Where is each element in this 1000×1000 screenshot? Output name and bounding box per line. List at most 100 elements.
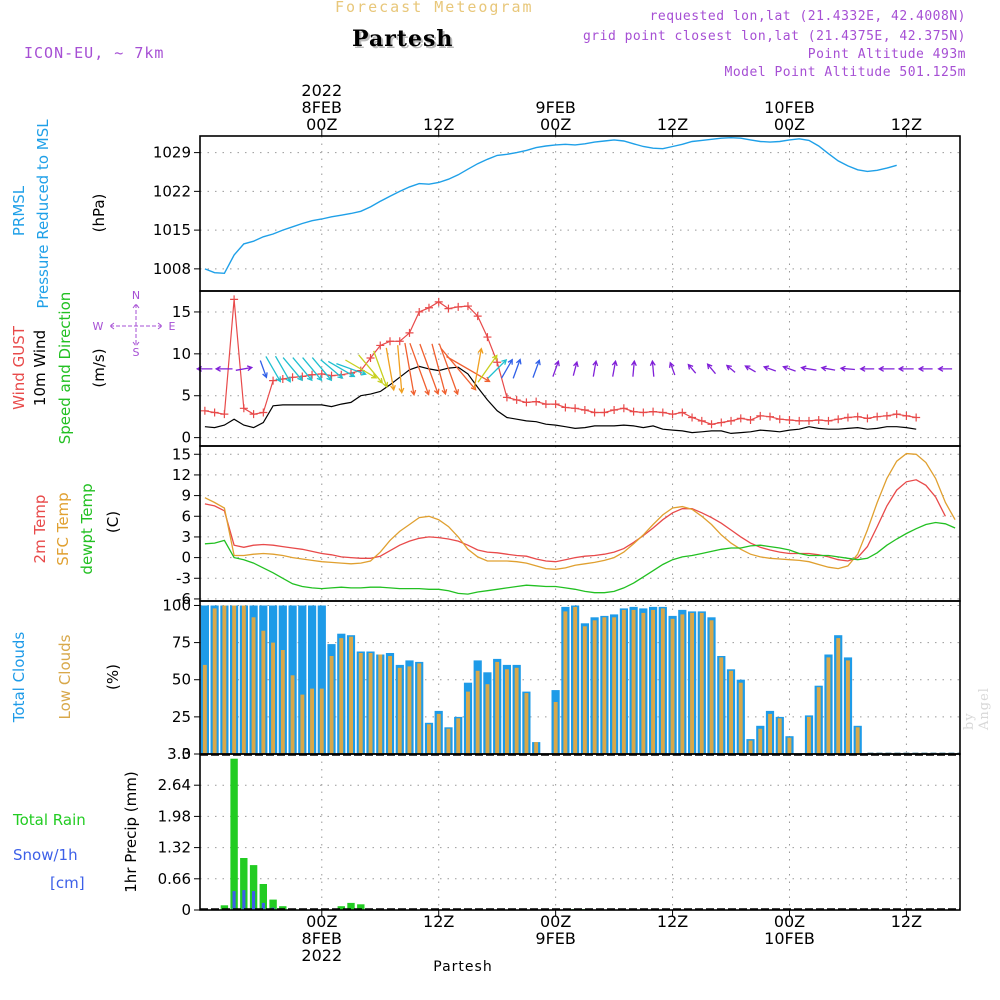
rain-bar <box>259 884 267 910</box>
precip-ytick-label: 0.66 <box>158 870 191 888</box>
wind-direction-arrow <box>725 364 736 373</box>
wind-direction-arrow <box>409 342 430 396</box>
precip-ytick-label: 2.64 <box>158 776 191 794</box>
clouds-ytick-label: 50 <box>172 671 191 689</box>
wind-gust-point <box>649 407 658 416</box>
wind-direction-arrow <box>572 360 579 376</box>
wind-direction-arrow <box>706 363 716 375</box>
wind-gust-point <box>220 410 229 419</box>
low-clouds-bar <box>241 605 246 754</box>
rain-bar <box>249 865 258 910</box>
precip-ytick-label: 3.3 <box>167 745 191 763</box>
wind-direction-arrow <box>877 365 895 372</box>
temp-sfc-label: SFC Temp <box>54 492 72 565</box>
x-bottom-label: 12Z <box>423 912 454 931</box>
wind-direction-arrow <box>265 356 281 383</box>
snow-bar <box>252 891 256 910</box>
precip-ytick-label: 1.32 <box>158 839 191 857</box>
wind-gust-point <box>493 358 502 367</box>
wind-gust-point <box>259 408 268 417</box>
total-clouds-label: Total Clouds <box>10 632 28 724</box>
wind-direction-arrow <box>800 365 817 372</box>
wind-direction-arrow <box>687 363 697 374</box>
low-clouds-bar <box>602 617 607 754</box>
wind-gust-point <box>483 333 492 342</box>
wind-gust-point <box>600 408 609 417</box>
wind-gust-point <box>580 405 589 414</box>
pressure-ytick-label: 1008 <box>153 260 191 278</box>
model-name: ICON-EU, ~ 7km <box>24 44 165 62</box>
low-clouds-bar <box>846 660 850 754</box>
wind-gust-point <box>590 408 599 417</box>
low-clouds-bar <box>349 636 353 754</box>
wind-direction-arrow <box>917 365 933 372</box>
x-top-label: 9FEB <box>535 98 575 117</box>
wind-gust-point <box>629 407 638 416</box>
wind-gust-point <box>502 393 511 402</box>
low-clouds-bar <box>573 606 578 754</box>
wind-gust-point <box>386 337 394 346</box>
wind-speed-dir-label: Speed and Direction <box>56 292 74 445</box>
precip-panel-frame <box>199 753 961 911</box>
wind-direction-arrow <box>320 359 344 379</box>
closest-grid-point: grid point closest lon,lat (21.4375E, 42… <box>582 29 966 44</box>
x-bottom-label: 12Z <box>891 912 922 931</box>
wind-gust-point <box>707 420 716 429</box>
wind-direction-arrow <box>385 347 396 392</box>
meteogram-subtitle: Forecast Meteogram <box>335 0 534 16</box>
wind-direction-arrow <box>373 350 389 389</box>
wind-gust-point <box>834 415 843 424</box>
low-clouds-label: Low Clouds <box>56 634 74 719</box>
wind-gust-point <box>873 412 882 421</box>
temp-dewpt-label: dewpt Temp <box>78 483 96 574</box>
wind-direction-arrow <box>259 360 268 379</box>
low-clouds-bar <box>729 670 733 754</box>
wind-gust-point <box>210 408 219 417</box>
low-clouds-bar <box>417 663 422 754</box>
low-clouds-bar <box>709 620 714 754</box>
wind-gust-point <box>317 369 326 378</box>
low-clouds-bar <box>466 691 470 754</box>
wind-gust-point <box>249 410 258 419</box>
wind-gust-point <box>688 413 697 422</box>
pressure-unit-label: (hPa) <box>90 194 108 233</box>
clouds-ytick-label: 100 <box>162 596 191 614</box>
low-clouds-bar <box>202 664 207 754</box>
wind-direction-arrow <box>311 357 333 382</box>
wind-direction-arrow <box>446 355 491 383</box>
compass-key: N S W E <box>93 289 176 359</box>
low-clouds-bar <box>222 605 227 754</box>
rain-bar <box>357 904 365 910</box>
low-clouds-bar <box>407 666 412 754</box>
wind-gust-point <box>814 416 823 425</box>
low-clouds-bar <box>748 740 753 754</box>
clouds-ytick-label: 25 <box>172 708 191 726</box>
point-altitude: Point Altitude 493m <box>807 47 966 62</box>
total-clouds-bar <box>308 605 317 754</box>
wind-gust-point <box>415 307 424 316</box>
wind-gust-point <box>843 413 852 422</box>
wind-ytick-label: 5 <box>181 387 191 405</box>
low-clouds-bar <box>505 669 509 754</box>
wind-gust-point <box>512 395 521 404</box>
wind-gust-point <box>619 404 628 413</box>
x-bottom-label: 2022 <box>301 946 342 965</box>
low-clouds-bar <box>631 609 636 754</box>
temp-2m-label: 2m Temp <box>31 495 49 564</box>
temp-ytick-label: 3 <box>181 528 191 546</box>
pressure-ytick-label: 1029 <box>153 144 191 162</box>
rain-bar <box>269 899 277 910</box>
footer-location-name: Partesh <box>433 959 492 975</box>
wind-direction-arrow <box>512 358 522 379</box>
meteogram-title: Partesh <box>352 26 454 52</box>
x-top-label: 12Z <box>657 115 688 134</box>
low-clouds-bar <box>787 737 792 754</box>
wind-gust-point <box>376 341 385 350</box>
wind-gust-point <box>571 404 580 413</box>
wind-gust-point <box>892 410 901 419</box>
wind-direction-arrow <box>762 365 777 372</box>
low-clouds-bar <box>378 654 383 754</box>
wind-direction-arrow <box>235 365 254 372</box>
snow-bar <box>261 902 265 910</box>
wind-gust-point <box>882 411 891 420</box>
